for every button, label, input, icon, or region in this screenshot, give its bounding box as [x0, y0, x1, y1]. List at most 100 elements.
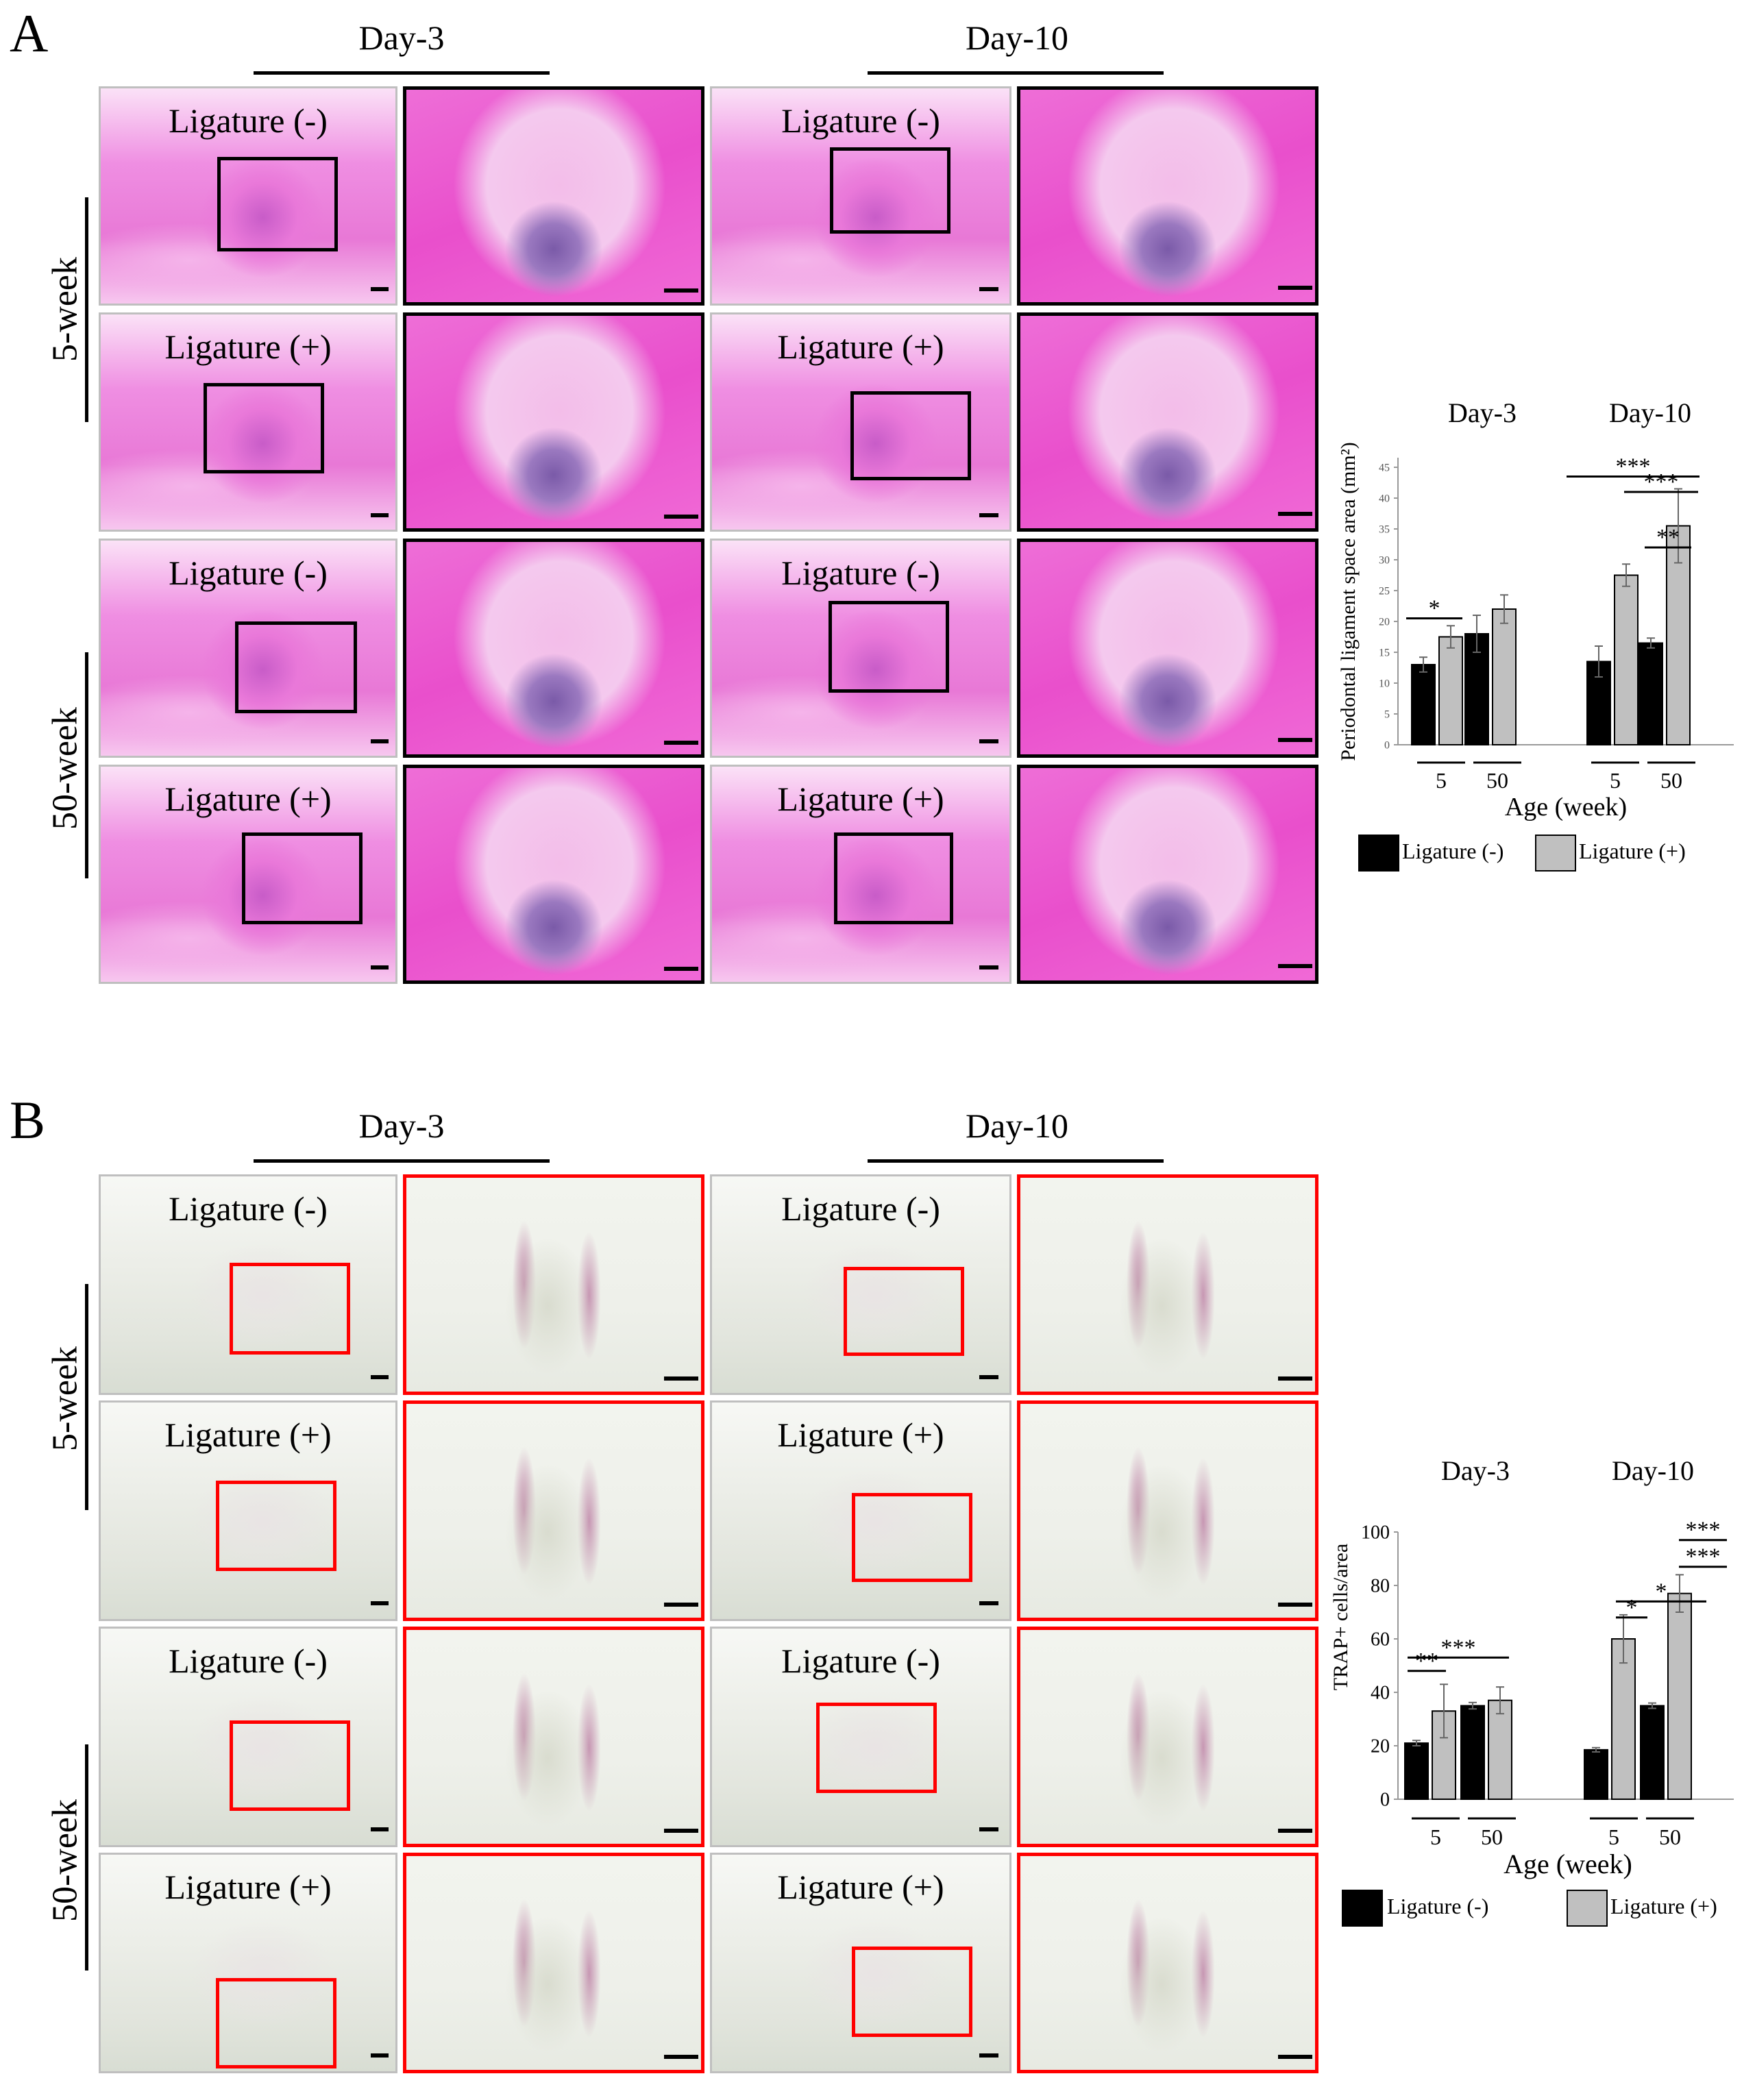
- scale-bar: [979, 1827, 998, 1831]
- chartB-ytick-label: 20: [1371, 1735, 1390, 1757]
- chart-a-cat-50-day10: 50: [1660, 768, 1682, 793]
- chart-b-legend-swatch-pos: [1567, 1890, 1608, 1927]
- chartA-sig-label: ***: [1644, 469, 1679, 495]
- tile-label: Ligature (-): [169, 101, 328, 140]
- chart-a-xlabel: Age (week): [1505, 793, 1627, 822]
- chartA-ytick-label: 35: [1379, 523, 1390, 535]
- scale-bar: [371, 287, 389, 291]
- panel-b-trap-50wk-lig-neg-day10-zoom: [1017, 1627, 1318, 1847]
- roi-box: [850, 391, 971, 480]
- tile-label: Ligature (+): [164, 780, 332, 818]
- chart-b-legend-label-neg: Ligature (-): [1387, 1894, 1489, 1918]
- panel-b-trap-50wk-lig-pos-day3: Ligature (+): [99, 1853, 397, 2073]
- scale-bar: [979, 965, 998, 969]
- chartB-sig-label: *: [1656, 1579, 1667, 1604]
- roi-box: [830, 147, 950, 234]
- scale-bar: [664, 967, 698, 971]
- panel-b-trap-50wk-lig-neg-day3: Ligature (-): [99, 1627, 397, 1847]
- roi-box: [844, 1267, 964, 1356]
- panel-a-he-50wk-lig-neg-day3: Ligature (-): [99, 539, 397, 758]
- chartB-sig-label: **: [1415, 1648, 1438, 1674]
- chartB-ytick-label: 100: [1361, 1522, 1390, 1543]
- scale-bar: [371, 513, 389, 517]
- chartA-sig-label: **: [1656, 525, 1680, 550]
- roi-box: [829, 601, 949, 693]
- chartB-bar: [1667, 1592, 1692, 1800]
- scale-bar: [979, 287, 998, 291]
- chartA-bar: [1614, 574, 1639, 745]
- roi-box: [816, 1703, 937, 1793]
- panel-b-trap-5wk-lig-pos-day10: Ligature (+): [710, 1400, 1011, 1621]
- chartB-bar: [1404, 1742, 1429, 1801]
- scale-bar: [979, 1375, 998, 1379]
- chartB-bar: [1584, 1749, 1608, 1801]
- chart-a-cat-5-day3: 5: [1436, 768, 1447, 793]
- chart-a-ylabel: Periodontal ligament space area (mm²): [1337, 442, 1360, 761]
- chartB-bar: [1488, 1699, 1512, 1801]
- chart-b-xlabel: Age (week): [1504, 1849, 1632, 1879]
- chartB-ytick-label: 80: [1371, 1575, 1390, 1596]
- roi-box: [235, 621, 357, 713]
- scale-bar: [979, 513, 998, 517]
- panel-b-5week-rule: [85, 1284, 88, 1510]
- tile-label: Ligature (+): [164, 1868, 332, 1906]
- chartB-ytick-label: 60: [1371, 1629, 1390, 1650]
- panel-b-trap-5wk-lig-neg-day3-zoom: [403, 1174, 704, 1395]
- chartA-bar: [1411, 664, 1436, 745]
- chartB-sig-label: ***: [1686, 1544, 1721, 1570]
- tile-label: Ligature (-): [169, 554, 328, 592]
- panel-a-he-5wk-lig-pos-day10-zoom: [1017, 312, 1318, 532]
- chart-b-legend-swatch-neg: [1342, 1890, 1383, 1927]
- panel-b-letter: B: [10, 1090, 46, 1150]
- panel-a-day3-header: Day-3: [358, 18, 445, 57]
- panel-b-trap-50wk-lig-pos-day10-zoom: [1017, 1853, 1318, 2073]
- roi-box: [216, 1978, 336, 2068]
- scale-bar: [371, 1375, 389, 1379]
- chart-b-ylabel: TRAP+ cells/area: [1329, 1544, 1352, 1690]
- scale-bar: [371, 1601, 389, 1605]
- panel-b-day3-rule: [254, 1159, 550, 1163]
- chartA-bar: [1492, 608, 1517, 745]
- panel-b-trap-5wk-lig-pos-day10-zoom: [1017, 1400, 1318, 1621]
- roi-box: [216, 1481, 336, 1571]
- panel-a-5week-rule: [85, 197, 88, 422]
- tile-label: Ligature (-): [781, 1642, 940, 1680]
- panel-b-trap-50wk-lig-neg-day10: Ligature (-): [710, 1627, 1011, 1847]
- panel-a-he-50wk-lig-neg-day10-zoom: [1017, 539, 1318, 758]
- scale-bar: [1278, 2055, 1312, 2059]
- chart-a-legend-label-pos: Ligature (+): [1579, 839, 1686, 863]
- roi-box: [230, 1263, 350, 1355]
- panel-b-trap-5wk-lig-neg-day10-zoom: [1017, 1174, 1318, 1395]
- scale-bar: [371, 2053, 389, 2058]
- roi-box: [242, 832, 363, 924]
- scale-bar: [664, 515, 698, 519]
- panel-a-day3-rule: [254, 71, 550, 75]
- panel-b-5week-label: 5-week: [45, 1346, 85, 1452]
- roi-box: [217, 157, 338, 251]
- scale-bar: [371, 1827, 389, 1831]
- chartA-sig-label: *: [1429, 596, 1440, 621]
- chartA-bar: [1438, 636, 1463, 745]
- tile-label: Ligature (+): [777, 780, 944, 818]
- scale-bar: [664, 2055, 698, 2059]
- chartB-bar: [1460, 1705, 1485, 1800]
- tile-label: Ligature (-): [781, 554, 940, 592]
- scale-bar: [1278, 964, 1312, 968]
- tile-label: Ligature (+): [777, 1416, 944, 1454]
- scale-bar: [1278, 1829, 1312, 1833]
- chartB-sig-label: ***: [1441, 1635, 1476, 1660]
- panel-b-day10-header: Day-10: [966, 1107, 1068, 1145]
- scale-bar: [664, 1829, 698, 1833]
- chartA-ytick-label: 10: [1379, 678, 1390, 689]
- scale-bar: [664, 288, 698, 293]
- chartA-ytick-label: 25: [1379, 585, 1390, 597]
- panel-a-he-5wk-lig-neg-day3-zoom: [403, 86, 704, 306]
- scale-bar: [664, 1603, 698, 1607]
- panel-a-he-50wk-lig-neg-day3-zoom: [403, 539, 704, 758]
- panel-a-he-5wk-lig-pos-day3-zoom: [403, 312, 704, 532]
- panel-a-50week-rule: [85, 652, 88, 878]
- panel-a-he-5wk-lig-pos-day10: Ligature (+): [710, 312, 1011, 532]
- chartB-sig-label: ***: [1686, 1518, 1721, 1543]
- panel-a-50week-label: 50-week: [45, 706, 85, 830]
- roi-box: [852, 1493, 972, 1582]
